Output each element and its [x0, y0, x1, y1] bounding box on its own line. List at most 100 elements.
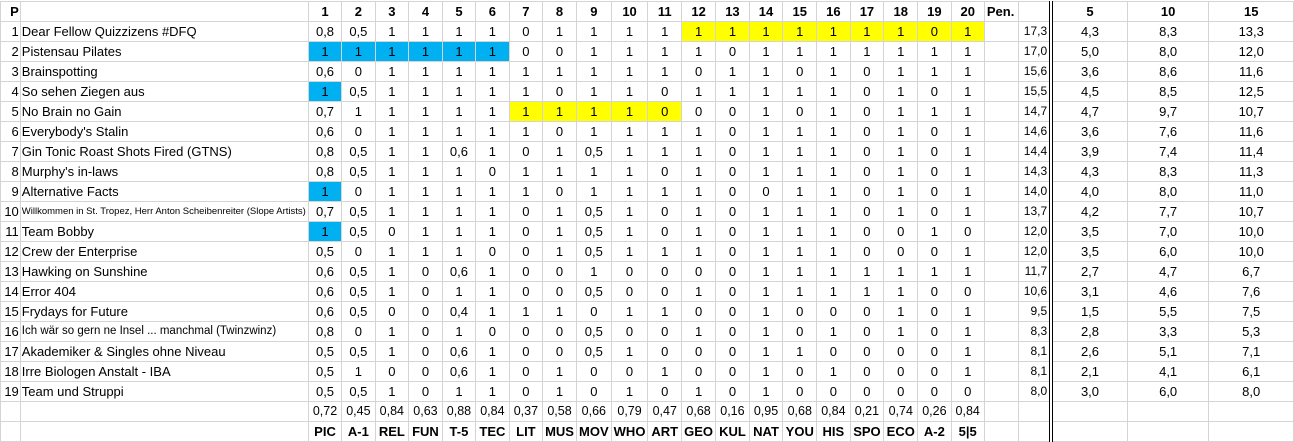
- score-cell[interactable]: 1: [408, 61, 443, 82]
- score-cell[interactable]: 1: [883, 161, 919, 182]
- score-cell[interactable]: 1: [441, 221, 477, 242]
- score-cell[interactable]: 1: [542, 61, 578, 82]
- score-cell[interactable]: 0: [917, 121, 952, 142]
- score-cell[interactable]: 0,5: [341, 221, 376, 242]
- after-round-cell[interactable]: 12,0: [1208, 41, 1294, 62]
- score-cell[interactable]: 0,8: [307, 321, 343, 342]
- score-cell[interactable]: 1: [883, 301, 919, 322]
- score-cell[interactable]: 0: [883, 241, 919, 262]
- score-cell[interactable]: 1: [883, 121, 919, 142]
- after-round-cell[interactable]: 6,1: [1208, 361, 1294, 382]
- score-cell[interactable]: 1: [441, 21, 477, 42]
- score-cell[interactable]: 1: [681, 21, 717, 42]
- score-cell[interactable]: 0: [374, 361, 410, 382]
- score-cell[interactable]: 1: [950, 61, 985, 82]
- score-cell[interactable]: 1: [950, 161, 985, 182]
- score-cell[interactable]: 1: [610, 81, 649, 102]
- score-cell[interactable]: 1: [475, 61, 510, 82]
- score-cell[interactable]: 0: [542, 321, 578, 342]
- score-cell[interactable]: 0: [748, 181, 784, 202]
- score-cell[interactable]: 0,6: [441, 141, 477, 162]
- header-question-cell[interactable]: 5: [441, 1, 477, 22]
- score-cell[interactable]: 0: [681, 301, 717, 322]
- score-cell[interactable]: 0: [647, 81, 683, 102]
- team-name-cell[interactable]: Hawking on Sunshine: [19, 261, 309, 282]
- header-question-cell[interactable]: 13: [715, 1, 750, 22]
- score-cell[interactable]: 1: [816, 261, 851, 282]
- score-cell[interactable]: 1: [408, 181, 443, 202]
- rank-cell[interactable]: 6: [0, 121, 21, 142]
- score-cell[interactable]: 0: [610, 261, 649, 282]
- score-cell[interactable]: 1: [681, 81, 717, 102]
- score-cell[interactable]: 1: [647, 361, 683, 382]
- team-name-cell[interactable]: Akademiker & Singles ohne Niveau: [19, 341, 309, 362]
- score-cell[interactable]: 1: [681, 201, 717, 222]
- score-cell[interactable]: 0: [508, 221, 544, 242]
- score-cell[interactable]: 1: [408, 141, 443, 162]
- header-after-cell[interactable]: 15: [1208, 1, 1294, 22]
- penalty-cell[interactable]: [983, 41, 1019, 62]
- score-cell[interactable]: 0: [576, 361, 612, 382]
- header-question-cell[interactable]: 19: [917, 1, 952, 22]
- score-cell[interactable]: 1: [475, 21, 510, 42]
- average-cell[interactable]: 0,21: [849, 401, 885, 422]
- score-cell[interactable]: 1: [341, 101, 376, 122]
- score-cell[interactable]: 0,5: [576, 341, 612, 362]
- score-cell[interactable]: 0: [408, 361, 443, 382]
- average-cell[interactable]: 0,58: [542, 401, 578, 422]
- score-cell[interactable]: 1: [883, 81, 919, 102]
- score-cell[interactable]: 1: [576, 101, 612, 122]
- score-cell[interactable]: 0: [647, 221, 683, 242]
- score-cell[interactable]: 1: [782, 21, 818, 42]
- after-round-cell[interactable]: 13,3: [1208, 21, 1294, 42]
- score-cell[interactable]: 1: [475, 261, 510, 282]
- rank-cell[interactable]: 2: [0, 41, 21, 62]
- score-cell[interactable]: 1: [508, 61, 544, 82]
- score-cell[interactable]: 1: [475, 201, 510, 222]
- team-name-cell[interactable]: Crew der Enterprise: [19, 241, 309, 262]
- score-cell[interactable]: 1: [782, 221, 818, 242]
- score-cell[interactable]: 1: [576, 161, 612, 182]
- after-round-cell[interactable]: 4,6: [1126, 281, 1210, 302]
- team-name-cell[interactable]: Dear Fellow Quizzizens #DFQ: [19, 21, 309, 42]
- score-cell[interactable]: 1: [883, 101, 919, 122]
- score-cell[interactable]: 1: [748, 281, 784, 302]
- after-round-cell[interactable]: 6,7: [1208, 261, 1294, 282]
- empty-cell[interactable]: [19, 401, 309, 422]
- team-name-cell[interactable]: Frydays for Future: [19, 301, 309, 322]
- after-round-cell[interactable]: 10,7: [1208, 201, 1294, 222]
- category-cell[interactable]: FUN: [408, 421, 443, 442]
- score-cell[interactable]: 0: [647, 201, 683, 222]
- score-cell[interactable]: 1: [917, 61, 952, 82]
- after-round-cell[interactable]: 2,7: [1050, 261, 1128, 282]
- score-cell[interactable]: 1: [917, 221, 952, 242]
- score-cell[interactable]: 0: [917, 181, 952, 202]
- score-cell[interactable]: 1: [950, 101, 985, 122]
- score-cell[interactable]: 1: [681, 161, 717, 182]
- empty-cell[interactable]: [1050, 401, 1128, 422]
- score-cell[interactable]: 1: [917, 41, 952, 62]
- header-question-cell[interactable]: 11: [647, 1, 683, 22]
- after-round-cell[interactable]: 11,4: [1208, 141, 1294, 162]
- score-cell[interactable]: 0,6: [307, 61, 343, 82]
- score-cell[interactable]: 0: [849, 101, 885, 122]
- after-round-cell[interactable]: 4,7: [1126, 261, 1210, 282]
- header-question-cell[interactable]: 4: [408, 1, 443, 22]
- total-cell[interactable]: 10,6: [1017, 281, 1054, 302]
- empty-cell[interactable]: [0, 401, 21, 422]
- after-round-cell[interactable]: 8,3: [1126, 161, 1210, 182]
- score-cell[interactable]: 0,5: [307, 341, 343, 362]
- score-cell[interactable]: 0: [341, 321, 376, 342]
- average-cell[interactable]: 0,84: [374, 401, 410, 422]
- score-cell[interactable]: 1: [610, 41, 649, 62]
- average-cell[interactable]: 0,84: [816, 401, 851, 422]
- after-round-cell[interactable]: 11,3: [1208, 161, 1294, 182]
- score-cell[interactable]: 1: [441, 381, 477, 402]
- category-cell[interactable]: A-1: [341, 421, 376, 442]
- score-cell[interactable]: 1: [647, 121, 683, 142]
- penalty-cell[interactable]: [983, 381, 1019, 402]
- score-cell[interactable]: 1: [681, 181, 717, 202]
- score-cell[interactable]: 0: [508, 381, 544, 402]
- after-round-cell[interactable]: 4,0: [1050, 181, 1128, 202]
- score-cell[interactable]: 1: [748, 381, 784, 402]
